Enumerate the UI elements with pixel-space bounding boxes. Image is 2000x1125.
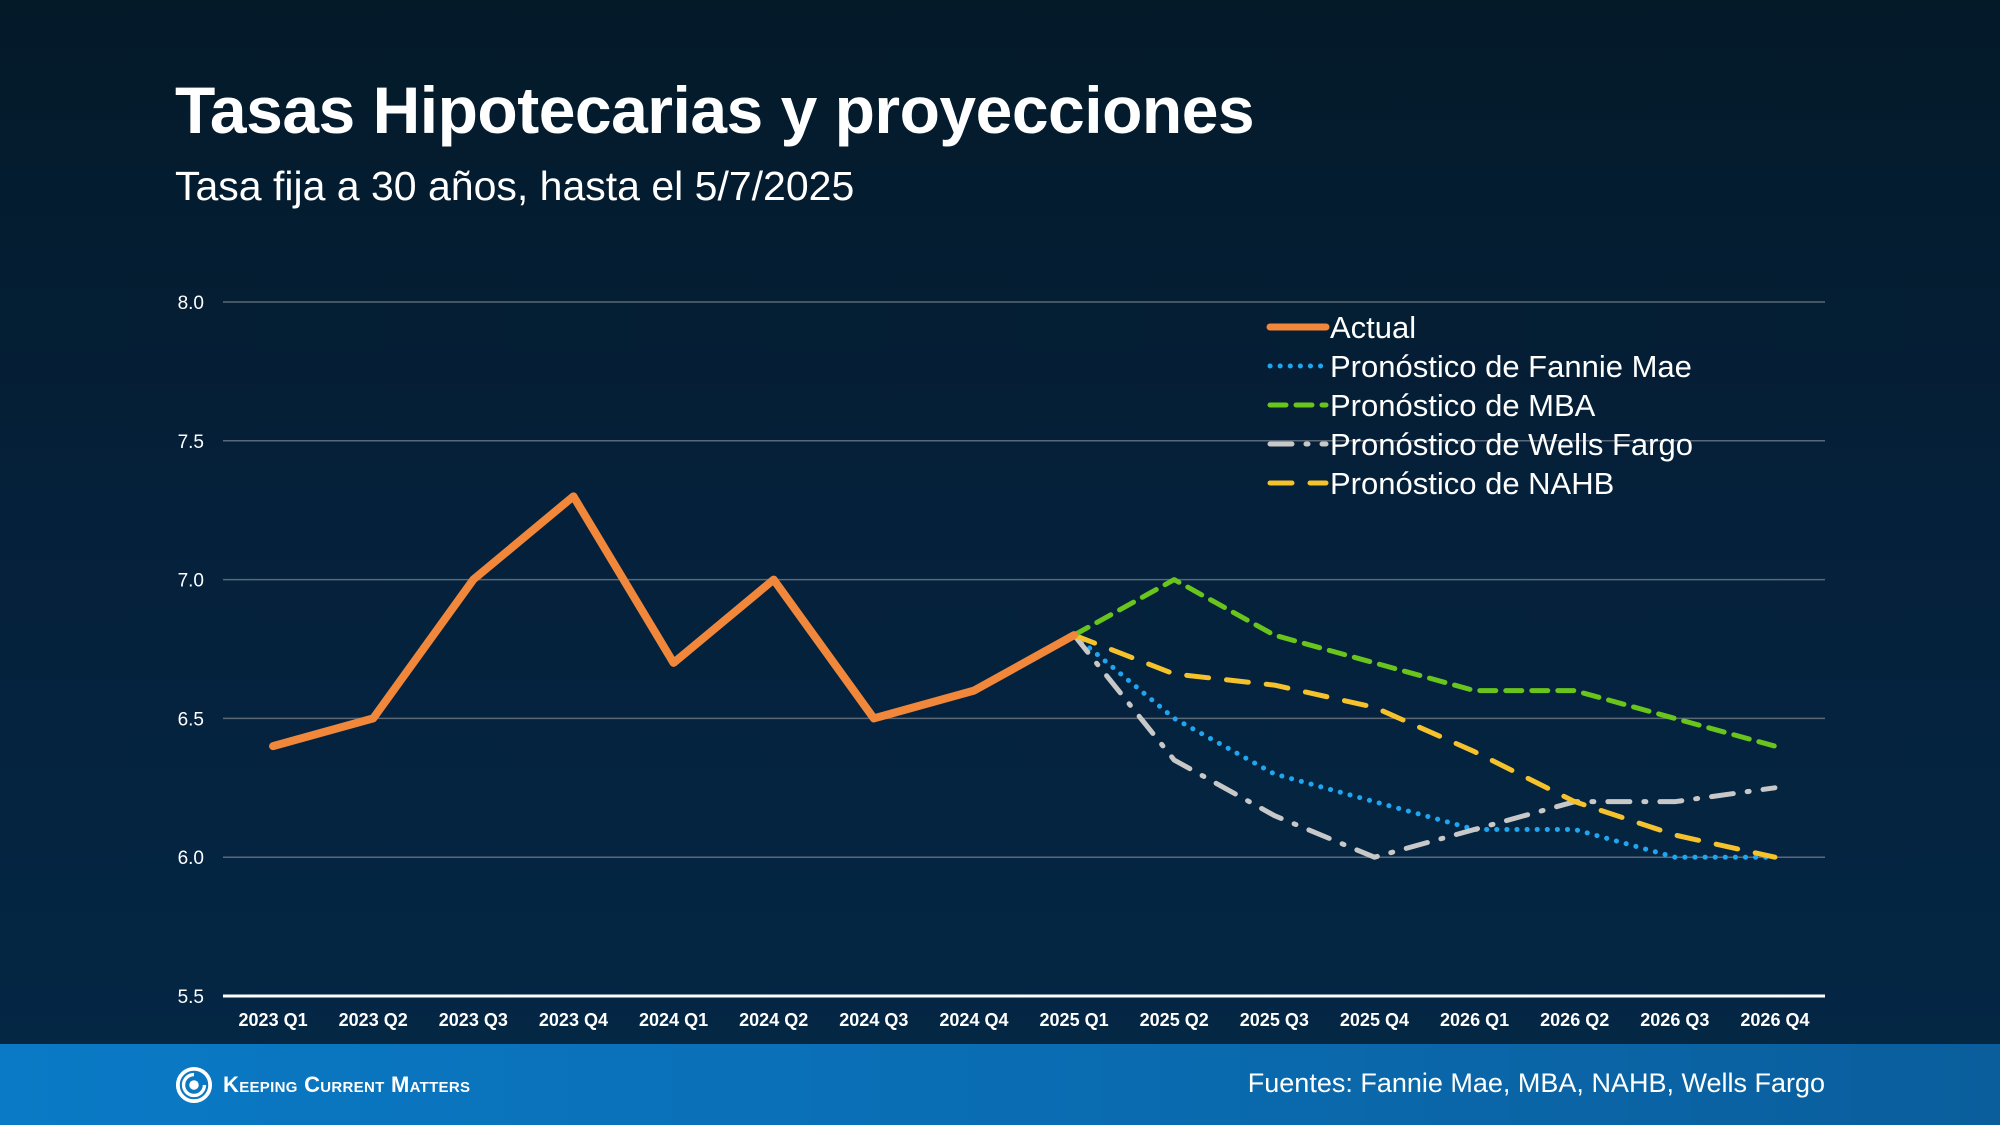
x-tick-label: 2023 Q2 xyxy=(339,1010,408,1030)
chart-subtitle: Tasa fija a 30 años, hasta el 5/7/2025 xyxy=(175,163,855,209)
data-point-actual xyxy=(673,662,674,663)
data-point-wells xyxy=(1374,857,1375,858)
x-tick-label: 2025 Q4 xyxy=(1340,1010,1409,1030)
y-tick-label: 7.5 xyxy=(178,432,204,453)
data-point-actual xyxy=(573,496,574,497)
legend-label: Pronóstico de Fannie Mae xyxy=(1330,349,1692,384)
legend-label: Pronóstico de NAHB xyxy=(1330,466,1614,501)
data-point-actual xyxy=(373,718,374,719)
x-tick-label: 2026 Q3 xyxy=(1640,1010,1709,1030)
data-point-wells xyxy=(1674,801,1675,802)
x-tick-label: 2025 Q2 xyxy=(1140,1010,1209,1030)
data-point-nahb xyxy=(1174,673,1175,674)
brand-name: Keeping Current Matters xyxy=(223,1072,471,1097)
data-point-mba xyxy=(1774,746,1775,747)
y-tick-label: 8.0 xyxy=(178,293,204,314)
legend-label: Actual xyxy=(1330,310,1416,345)
data-point-fannie xyxy=(1174,718,1175,719)
data-point-nahb xyxy=(1574,801,1575,802)
data-point-wells xyxy=(1174,760,1175,761)
data-point-fannie xyxy=(1574,829,1575,830)
data-point-actual xyxy=(473,579,474,580)
x-tick-label: 2024 Q1 xyxy=(639,1010,708,1030)
x-tick-label: 2025 Q1 xyxy=(1040,1010,1109,1030)
x-tick-label: 2024 Q4 xyxy=(939,1010,1008,1030)
chart-title: Tasas Hipotecarias y proyecciones xyxy=(175,73,1255,147)
series-line-actual xyxy=(269,492,1079,751)
data-point-mba xyxy=(1374,662,1375,663)
data-point-actual xyxy=(273,746,274,747)
data-point-nahb xyxy=(1674,834,1675,835)
data-point-wells xyxy=(1774,787,1775,788)
data-point-nahb xyxy=(1474,751,1475,752)
data-point-mba xyxy=(1474,690,1475,691)
x-tick-label: 2024 Q2 xyxy=(739,1010,808,1030)
legend-label: Pronóstico de MBA xyxy=(1330,388,1596,423)
data-point-nahb xyxy=(1774,857,1775,858)
data-point-fannie xyxy=(1374,801,1375,802)
x-tick-label: 2024 Q3 xyxy=(839,1010,908,1030)
data-point-actual xyxy=(973,690,974,691)
series-line-wells xyxy=(1071,632,1778,860)
data-point-actual xyxy=(773,579,774,580)
data-point-fannie xyxy=(1674,857,1675,858)
legend-label: Pronóstico de Wells Fargo xyxy=(1330,427,1693,462)
line-chart: 5.5 6.0 6.5 7.0 7.5 8.0 2023 Q1 2023 Q2 2023 Q3 2… xyxy=(178,293,1825,1030)
data-point-actual xyxy=(873,718,874,719)
data-point-mba xyxy=(1274,635,1275,636)
data-point-mba xyxy=(1674,718,1675,719)
x-tick-label: 2026 Q1 xyxy=(1440,1010,1509,1030)
data-point-nahb xyxy=(1074,635,1075,636)
x-tick-label: 2026 Q4 xyxy=(1740,1010,1809,1030)
series-line-mba xyxy=(1071,577,1778,749)
data-point-nahb xyxy=(1374,707,1375,708)
brand-logo: Keeping Current Matters xyxy=(175,1064,470,1106)
y-tick-label: 7.0 xyxy=(178,571,204,592)
x-tick-label: 2026 Q2 xyxy=(1540,1010,1609,1030)
data-point-wells xyxy=(1274,815,1275,816)
x-tick-label: 2023 Q1 xyxy=(239,1010,308,1030)
series-line-nahb xyxy=(1071,632,1778,860)
data-point-nahb xyxy=(1274,685,1275,686)
y-tick-label: 6.0 xyxy=(178,848,204,869)
footer-bar: Keeping Current Matters Fuentes: Fannie … xyxy=(0,1044,2000,1125)
x-tick-label: 2023 Q4 xyxy=(539,1010,608,1030)
sources-text: Fuentes: Fannie Mae, MBA, NAHB, Wells Fa… xyxy=(1247,1068,1825,1098)
data-point-mba xyxy=(1574,690,1575,691)
data-point-wells xyxy=(1474,829,1475,830)
data-point-mba xyxy=(1174,579,1175,580)
y-tick-label: 6.5 xyxy=(178,709,204,730)
x-tick-label: 2023 Q3 xyxy=(439,1010,508,1030)
series-line-fannie xyxy=(1071,632,1778,860)
x-tick-label: 2025 Q3 xyxy=(1240,1010,1309,1030)
data-point-fannie xyxy=(1274,773,1275,774)
y-tick-label: 5.5 xyxy=(178,987,204,1008)
kcm-swirl-icon xyxy=(175,1066,213,1104)
